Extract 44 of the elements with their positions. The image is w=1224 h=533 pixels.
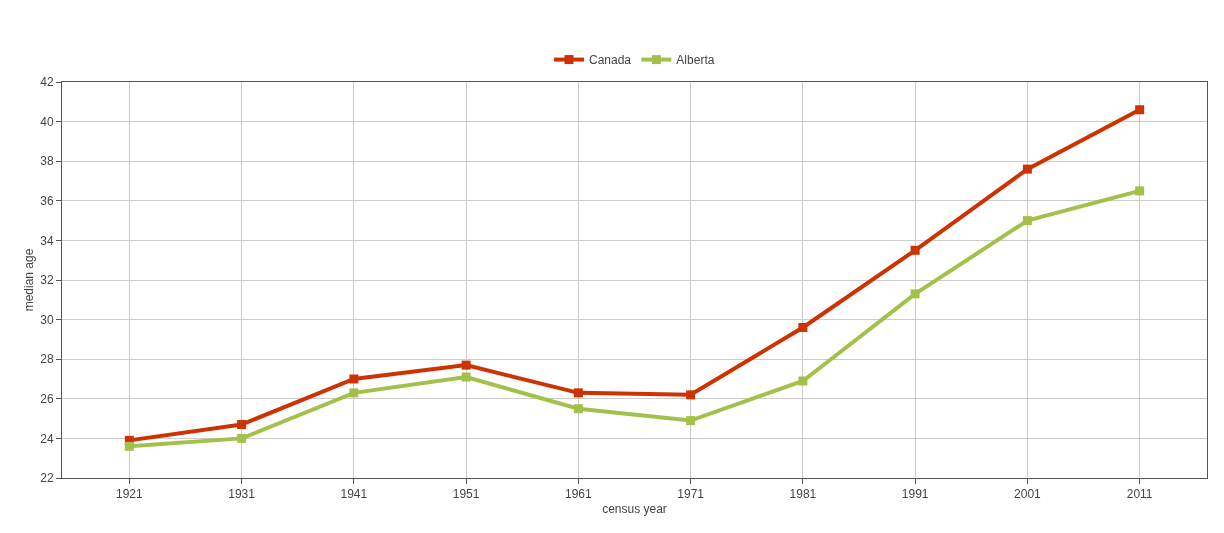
point [910, 289, 920, 299]
y-tick-label: 26 [40, 392, 54, 406]
y-tick-label: 40 [40, 114, 54, 129]
y-tick-label: 30 [40, 312, 54, 327]
x-tick-label: 1981 [789, 487, 817, 502]
point [237, 433, 247, 443]
point [349, 374, 359, 384]
y-tick-label: 32 [40, 273, 54, 288]
x-tick-label: 1951 [452, 487, 480, 502]
x-tick-label: 1921 [116, 487, 144, 502]
y-axis-title: median age [21, 248, 36, 312]
point [798, 323, 808, 333]
point [461, 372, 471, 382]
y-tick-label: 28 [40, 352, 54, 367]
point [798, 376, 808, 386]
point [1022, 216, 1032, 226]
point [461, 360, 471, 370]
point [573, 388, 583, 398]
x-tick-label: 2011 [1126, 487, 1153, 502]
point [124, 441, 134, 451]
x-tick-label: 1961 [565, 487, 593, 502]
x-tick-label: 2001 [1014, 487, 1042, 502]
point [686, 416, 696, 426]
point [686, 390, 696, 400]
y-tick-label: 24 [40, 431, 54, 446]
x-tick-label: 1941 [340, 487, 368, 502]
y-tick-label: 38 [40, 154, 54, 169]
y-tick-label: 42 [40, 75, 54, 90]
y-tick-label: 36 [40, 194, 54, 208]
point [1135, 105, 1145, 115]
point [349, 388, 359, 398]
legend-label: Alberta [676, 53, 715, 68]
point [1022, 164, 1032, 174]
x-tick-label: 1931 [228, 487, 256, 502]
point [1135, 186, 1145, 196]
x-axis-title: census year [602, 502, 667, 517]
point [910, 245, 920, 255]
y-tick-label: 34 [40, 233, 54, 248]
point [237, 420, 247, 430]
legend-label: Canada [589, 53, 632, 68]
x-tick-label: 1991 [901, 487, 929, 502]
point [573, 404, 583, 414]
x-tick-label: 1971 [677, 487, 705, 502]
y-tick-label: 22 [40, 471, 54, 486]
